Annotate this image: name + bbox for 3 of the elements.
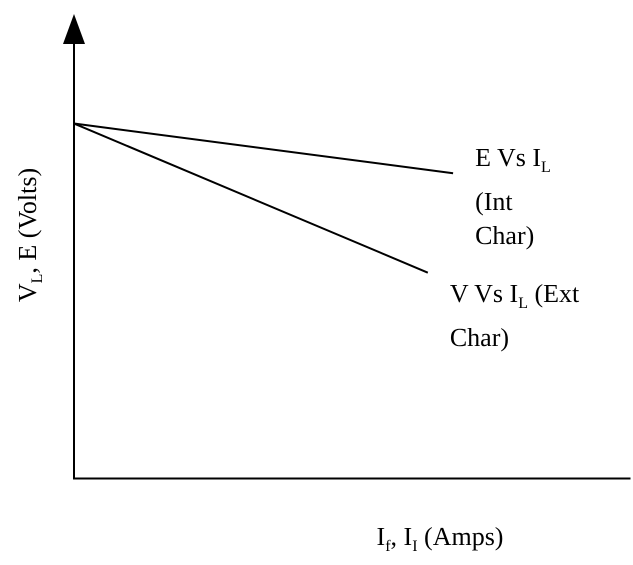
x-axis-title: I$_{f}$, I$_{I}$ (Amps) bbox=[376, 522, 504, 556]
text: E Vs I$_{L}$ (Int Char) bbox=[475, 143, 551, 250]
series-label: V Vs I$_{L}$ (Ext Char) bbox=[450, 278, 580, 354]
